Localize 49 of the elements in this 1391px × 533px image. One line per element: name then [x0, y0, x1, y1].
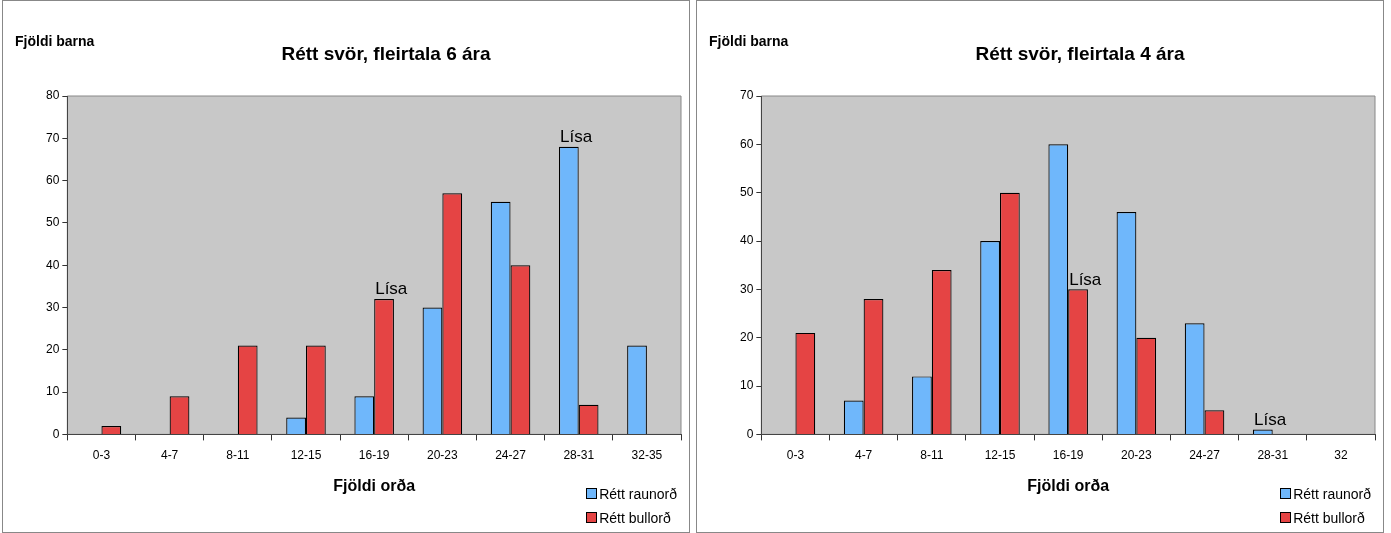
- y-axis-title: Fjöldi barna: [15, 33, 95, 49]
- y-tick-label: 30: [45, 299, 60, 314]
- x-tick-label: 16-19: [1052, 447, 1084, 462]
- y-tick-label: 80: [45, 88, 60, 103]
- x-tick-label: 12-15: [290, 447, 322, 462]
- annotation: Lísa: [1253, 409, 1287, 429]
- x-tick-label: 12-15: [984, 447, 1016, 462]
- x-tick-label: 20-23: [427, 447, 459, 462]
- x-tick-label: 16-19: [358, 447, 390, 462]
- x-tick-label: 24-27: [495, 447, 527, 462]
- y-tick-label: 40: [45, 257, 60, 272]
- x-tick-label: 28-31: [563, 447, 595, 462]
- x-tick-label: 4-7: [160, 447, 179, 462]
- y-tick-label: 20: [739, 330, 754, 345]
- y-tick-label: 10: [739, 378, 754, 393]
- x-tick-label: 0-3: [786, 447, 805, 462]
- y-tick-label: 60: [45, 172, 60, 187]
- y-tick-label: 10: [45, 384, 60, 399]
- y-tick-label: 70: [739, 88, 754, 103]
- y-tick-label: 40: [739, 233, 754, 248]
- annotation: Lísa: [1069, 269, 1102, 289]
- x-tick-label: 28-31: [1257, 447, 1289, 462]
- y-tick-label: 50: [45, 215, 60, 230]
- x-axis-title: Fjöldi orða: [1027, 476, 1110, 494]
- y-tick-label: 20: [45, 342, 60, 357]
- y-tick-label: 60: [739, 136, 754, 151]
- y-tick-label: 50: [739, 185, 754, 199]
- chart-title: Rétt svör, fleirtala 6 ára: [281, 43, 491, 64]
- x-tick-label: 20-23: [1121, 447, 1153, 462]
- x-tick-label: 8-11: [226, 447, 250, 462]
- x-tick-label: 0-3: [92, 447, 111, 462]
- y-tick-label: 0: [52, 426, 60, 441]
- legend-label: Rétt raunorð: [1293, 486, 1371, 502]
- legend-label: Rétt bullorð: [599, 510, 671, 526]
- chart-title: Rétt svör, fleirtala 4 ára: [975, 43, 1185, 64]
- x-tick-label: 4-7: [854, 447, 873, 462]
- x-tick-label: 32-35: [631, 447, 663, 462]
- y-tick-label: 70: [45, 130, 60, 145]
- x-tick-label: 32: [1334, 447, 1348, 462]
- annotation: Lísa: [375, 279, 408, 299]
- legend-label: Rétt bullorð: [1293, 510, 1365, 526]
- x-axis-title: Fjöldi orða: [333, 476, 416, 494]
- x-tick-label: 8-11: [920, 447, 944, 462]
- annotation: Lísa: [559, 126, 593, 146]
- x-tick-label: 24-27: [1189, 447, 1221, 462]
- y-tick-label: 30: [739, 281, 754, 296]
- y-tick-label: 0: [746, 426, 754, 441]
- legend-label: Rétt raunorð: [599, 486, 677, 502]
- y-axis-title: Fjöldi barna: [709, 33, 789, 49]
